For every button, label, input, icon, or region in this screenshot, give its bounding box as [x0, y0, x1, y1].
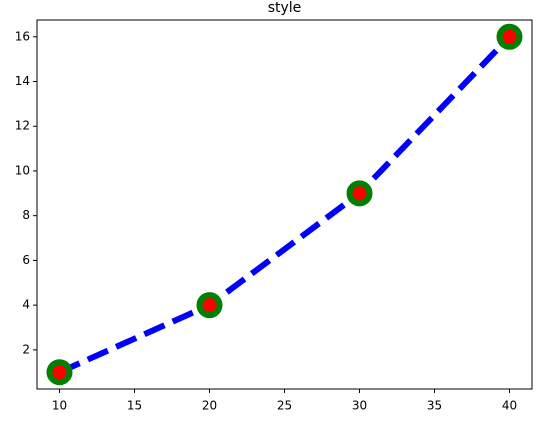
data-point [196, 292, 223, 319]
y-tick-label: 10 [15, 163, 30, 177]
y-tick-label: 12 [15, 119, 30, 133]
x-tick-label: 20 [202, 399, 217, 413]
data-line [58, 34, 512, 375]
x-tick-label: 30 [352, 399, 367, 413]
x-tick-label: 15 [127, 399, 142, 413]
x-tick-label: 35 [427, 399, 442, 413]
x-tick-label: 10 [52, 399, 67, 413]
y-tick-label: 4 [22, 298, 30, 312]
data-point [496, 23, 523, 50]
y-tick-label: 14 [15, 74, 30, 88]
y-tick-label: 2 [22, 342, 30, 356]
y-tick-label: 6 [22, 253, 30, 267]
data-point [346, 180, 373, 207]
x-tick-label: 40 [502, 399, 517, 413]
axes-frame [36, 19, 533, 390]
y-tick-label: 8 [22, 208, 30, 222]
x-tick-label: 25 [277, 399, 292, 413]
y-tick-label: 16 [15, 29, 30, 43]
data-point [46, 359, 73, 386]
chart-title: style [268, 0, 302, 16]
